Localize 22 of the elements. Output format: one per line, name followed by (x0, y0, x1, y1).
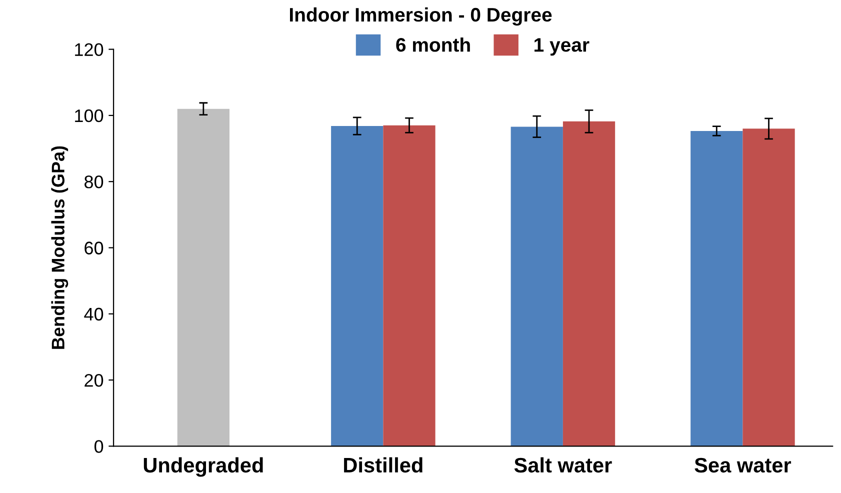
x-tick-label: Distilled (344, 457, 422, 473)
bar (177, 108, 230, 446)
bar (742, 128, 795, 446)
y-tick-label: 20 (84, 374, 104, 387)
y-axis-title: Bending Modulus (GPa) (51, 146, 68, 349)
bar (510, 126, 563, 446)
bar (383, 125, 436, 446)
bar (690, 130, 743, 446)
y-tick-label: 120 (75, 43, 104, 56)
chart-title: Indoor Immersion - 0 Degree (290, 7, 552, 26)
y-tick-label: 80 (84, 176, 104, 188)
y-tick-label: 100 (75, 109, 104, 122)
x-tick-label: Sea water (694, 458, 792, 473)
y-tick-label: 60 (84, 242, 104, 254)
bar (331, 126, 384, 446)
y-tick-label: 40 (84, 308, 104, 321)
x-tick-label: Undegraded (144, 457, 263, 477)
legend-label: 1 year (534, 38, 590, 56)
y-tick-label: 0 (94, 440, 104, 453)
x-tick-label: Salt water (514, 457, 612, 473)
bar (562, 121, 616, 446)
legend-label: 6 month (396, 37, 470, 52)
